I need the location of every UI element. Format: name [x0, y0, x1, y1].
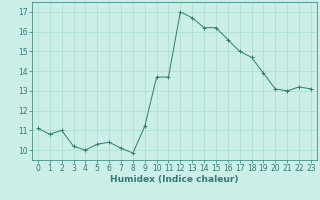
X-axis label: Humidex (Indice chaleur): Humidex (Indice chaleur): [110, 175, 239, 184]
